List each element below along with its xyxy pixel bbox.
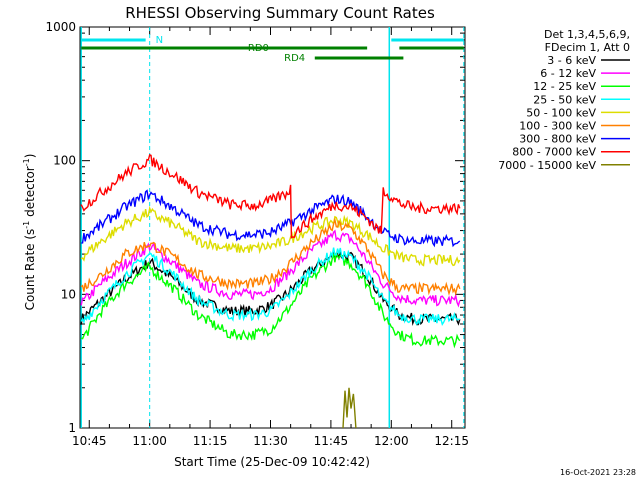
plot-frame	[79, 26, 466, 429]
x-tick-label: 12:15	[434, 434, 469, 448]
x-tick-label: 11:00	[132, 434, 167, 448]
series-line	[80, 247, 460, 326]
legend-label: 3 - 6 keV	[547, 54, 596, 67]
x-tick-label: 12:00	[374, 434, 409, 448]
legend-label: 300 - 800 keV	[519, 133, 596, 146]
saa-label: N	[156, 35, 163, 46]
y-tick-label: 1000	[45, 20, 76, 34]
legend-label: 25 - 50 keV	[533, 93, 596, 106]
series-line	[80, 229, 461, 308]
series-line	[81, 189, 461, 248]
plot-area: N RD0 RD4	[79, 26, 466, 429]
series-line	[80, 153, 461, 239]
legend: Det 1,3,4,5,6,9, FDecim 1, Att 0	[544, 28, 630, 54]
series-line	[80, 217, 461, 297]
timestamp: 16-Oct-2021 23:28	[560, 468, 636, 477]
legend-header-2: FDecim 1, Att 0	[545, 41, 630, 54]
ylabel-end: )	[23, 154, 37, 159]
ylabel-mid: detector	[23, 166, 37, 221]
y-tick-label: 10	[61, 287, 76, 301]
ylabel-sup2: -1	[22, 158, 31, 166]
y-axis-title: Count Rate (s-1 detector-1)	[22, 154, 37, 311]
x-axis-title: Start Time (25-Dec-09 10:42:42)	[174, 455, 370, 469]
legend-label: 100 - 300 keV	[519, 120, 596, 133]
svg-text:Count Rate (s-1 detector-1): Count Rate (s-1 detector-1)	[22, 154, 37, 311]
legend-header-1: Det 1,3,4,5,6,9,	[544, 28, 630, 41]
x-tick-label: 11:30	[253, 434, 288, 448]
chart-title: RHESSI Observing Summary Count Rates	[125, 4, 435, 22]
y-tick-label: 1	[68, 421, 76, 435]
rd4-label: RD4	[284, 53, 305, 64]
legend-label: 7000 - 15000 keV	[498, 159, 596, 172]
x-tick-label: 11:45	[314, 434, 349, 448]
series-line	[81, 252, 461, 349]
ylabel-sup1: -1	[22, 221, 31, 229]
series-line	[80, 249, 461, 326]
x-tick-label: 10:45	[72, 434, 107, 448]
legend-label: 800 - 7000 keV	[512, 146, 596, 159]
ylabel-main: Count Rate (s	[23, 229, 37, 311]
series-line	[80, 205, 461, 267]
x-tick-label: 11:15	[193, 434, 228, 448]
legend-label: 50 - 100 keV	[526, 106, 596, 119]
series-line	[342, 387, 357, 429]
rd0-label: RD0	[248, 43, 269, 54]
legend-label: 6 - 12 keV	[540, 67, 596, 80]
legend-label: 12 - 25 keV	[533, 80, 596, 93]
y-tick-label: 100	[53, 154, 76, 168]
